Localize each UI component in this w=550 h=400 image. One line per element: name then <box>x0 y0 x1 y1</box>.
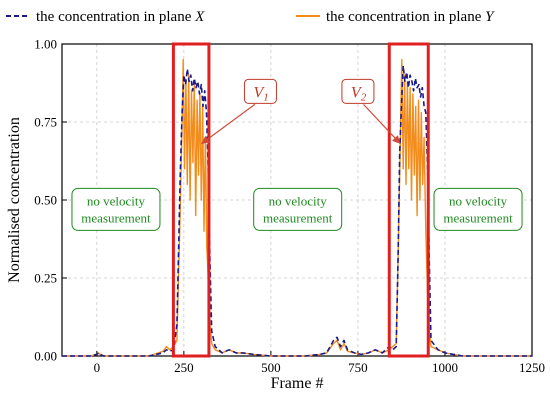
x-tick-label: 500 <box>261 360 281 375</box>
v-label-box <box>341 78 375 104</box>
x-tick-label: 1250 <box>519 360 545 375</box>
v-arrow <box>200 103 256 145</box>
annotation-text: measurement <box>263 210 333 225</box>
v-arrow-head <box>392 135 401 144</box>
annotation-text: measurement <box>443 210 513 225</box>
annotation-box <box>71 187 161 231</box>
highlight-box <box>387 42 430 358</box>
y-axis-title: Normalised concentration <box>6 117 23 283</box>
y-tick-label: 0.75 <box>34 115 57 130</box>
x-tick-label: 250 <box>174 360 194 375</box>
highlight-box <box>171 42 211 358</box>
annotation-box <box>253 187 343 231</box>
annotation-text: measurement <box>81 210 151 225</box>
v-label: V1 <box>253 84 268 103</box>
series-x-line <box>62 65 532 357</box>
legend-label-x: the concentration in plane X <box>36 9 205 25</box>
y-tick-label: 0.25 <box>34 271 57 286</box>
v-label-box <box>243 78 277 104</box>
x-tick-label: 0 <box>94 360 101 375</box>
x-tick-label: 750 <box>348 360 368 375</box>
v-label: V2 <box>351 84 367 103</box>
legend: the concentration in plane X the concentr… <box>6 9 495 25</box>
v-arrow <box>363 103 401 145</box>
annotation-text: no velocity <box>87 193 146 208</box>
annotation-text: no velocity <box>449 193 508 208</box>
annotation-box <box>433 187 523 231</box>
x-axis-title: Frame # <box>271 375 324 392</box>
y-tick-label: 0.50 <box>34 193 57 208</box>
legend-label-y: the concentration in plane Y <box>326 9 495 25</box>
v-arrow-head <box>201 135 211 144</box>
y-tick-label: 1.00 <box>34 37 57 52</box>
annotation-text: no velocity <box>269 193 328 208</box>
x-tick-label: 1000 <box>432 360 458 375</box>
plot-area: 0 250 500 750 1000 1250 0.00 0.25 0.50 0.75 1.00 Fr… <box>6 37 545 393</box>
y-tick-label: 0.00 <box>34 349 57 364</box>
